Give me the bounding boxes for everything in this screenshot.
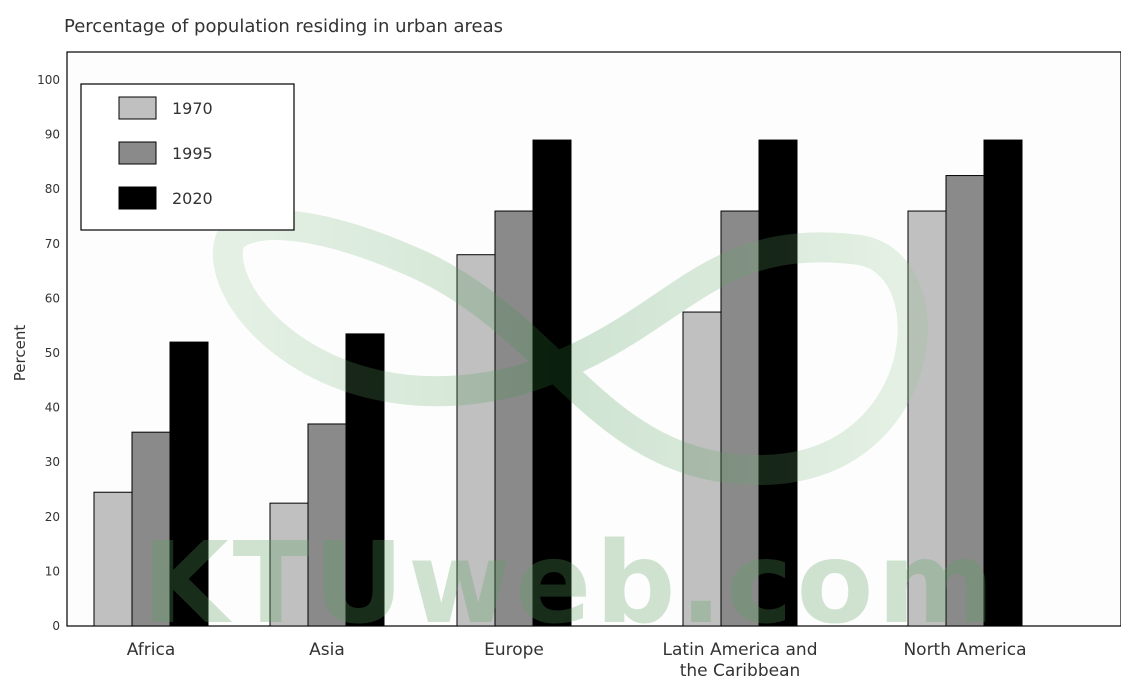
legend-label: 2020 (172, 189, 213, 208)
category-label: Latin America and (663, 640, 818, 660)
bars-group (93, 139, 1023, 627)
y-tick-label: 50 (45, 346, 60, 360)
y-tick-label: 40 (45, 401, 60, 415)
category-label: the Caribbean (680, 661, 801, 680)
y-tick-label: 80 (45, 182, 60, 196)
bar-1970 (93, 491, 133, 627)
legend-box (80, 83, 295, 231)
bar-1995 (307, 423, 347, 627)
bar-2020 (169, 341, 209, 627)
legend-swatch-1995 (118, 141, 157, 165)
legend-label: 1995 (172, 144, 213, 163)
legend-label: 1970 (172, 99, 213, 118)
y-tick-label: 10 (45, 564, 60, 578)
bar-1995 (945, 175, 985, 627)
y-tick-label: 30 (45, 455, 60, 469)
y-tick-label: 0 (52, 619, 60, 633)
category-label: North America (903, 640, 1026, 660)
category-label: Asia (309, 640, 345, 660)
bar-1995 (131, 431, 171, 627)
category-label: Africa (127, 640, 176, 660)
y-axis-label: Percent (11, 325, 29, 382)
watermark: KTUweb.com (142, 210, 998, 649)
watermark-infinity-logo (213, 210, 928, 486)
bar-2020 (983, 139, 1023, 627)
y-tick-label: 70 (45, 237, 60, 251)
y-tick-label: 90 (45, 128, 60, 142)
category-label: Europe (484, 640, 544, 660)
watermark-text: KTUweb.com (142, 519, 998, 649)
y-tick-label: 100 (37, 73, 60, 87)
y-tick-label: 60 (45, 291, 60, 305)
y-axis: 0 10 20 30 40 50 60 70 80 90 100 (37, 73, 60, 633)
bar-2020 (758, 139, 798, 627)
legend-swatch-1970 (118, 96, 157, 120)
chart-title: Percentage of population residing in urb… (64, 16, 503, 37)
y-tick-label: 20 (45, 510, 60, 524)
legend-swatch-2020 (118, 186, 157, 210)
legend: 1970 1995 2020 (80, 83, 295, 231)
bar-1970 (269, 502, 309, 627)
